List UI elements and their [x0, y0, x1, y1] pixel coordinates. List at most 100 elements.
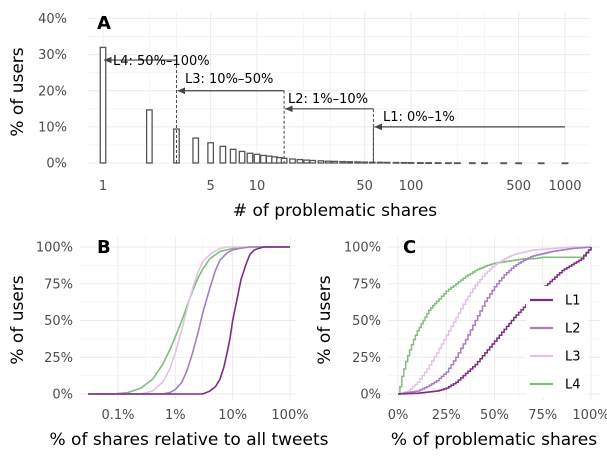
y-tick-label: 0%	[360, 388, 381, 403]
panel-b: 0% 25% 50% 75% 100% 0.1% 1% 10% 100% % of shares …	[8, 237, 329, 450]
y-tick-label: 10%	[38, 120, 67, 135]
y-tick-label: 0%	[46, 157, 67, 172]
series-line-l1	[398, 247, 592, 395]
panel-tag: B	[97, 237, 111, 258]
x-tick-label: 100	[399, 179, 424, 194]
bar	[289, 158, 296, 164]
y-axis-title: % of users	[315, 275, 335, 364]
bar	[468, 162, 476, 165]
x-tick-label: 25%	[432, 408, 461, 423]
legend-item-l4: L4	[530, 378, 581, 393]
legend-label: L4	[565, 378, 581, 393]
legend-background	[526, 286, 588, 398]
y-tick-label: 50%	[44, 314, 73, 329]
y-tick-label: 20%	[38, 84, 67, 99]
bar	[219, 145, 227, 164]
bar	[259, 154, 267, 164]
bar	[434, 162, 442, 165]
annotation	[285, 105, 374, 163]
legend-label: L2	[565, 322, 581, 337]
bar	[309, 159, 317, 164]
series-line-l3	[398, 246, 591, 395]
y-tick-label: 30%	[38, 48, 67, 63]
annotation-label: L4: 50%–100%	[113, 54, 210, 69]
bar	[317, 160, 325, 164]
bar	[453, 162, 461, 165]
legend-item-l3: L3	[530, 350, 581, 365]
x-tick-label: 5	[207, 179, 215, 194]
x-tick-label: 1	[99, 179, 107, 194]
bar	[192, 137, 200, 164]
bar	[481, 162, 488, 165]
x-axis-title: % of problematic shares	[391, 430, 597, 450]
y-tick-label: 100%	[36, 241, 73, 256]
y-axis-title: % of users	[8, 275, 28, 364]
x-tick-label: 100%	[271, 408, 308, 423]
bar	[368, 161, 376, 164]
panel-a: L4: 50%–100% L3: 10%–50% L2: 1%–10% L1: 0%–…	[8, 12, 590, 221]
bar	[238, 150, 246, 164]
panel-c: L1 L2 L3 L4 0% 25% 50% 75% 100% 0% 25% 50% 75% 100% % …	[315, 237, 607, 450]
x-tick-label: 500	[506, 179, 531, 194]
x-axis-title: # of problematic shares	[233, 201, 437, 221]
y-tick-label: 25%	[352, 351, 381, 366]
x-tick-label: 50	[356, 179, 373, 194]
legend-label: L3	[565, 350, 581, 365]
y-tick-label: 0%	[52, 388, 73, 403]
y-tick-label: 75%	[44, 277, 73, 292]
legend-item-l1: L1	[530, 294, 581, 309]
bar	[99, 46, 107, 164]
series-line-l3	[88, 246, 290, 395]
bar	[207, 142, 215, 164]
bar	[407, 161, 415, 164]
legend-item-l2: L2	[530, 322, 581, 337]
bar	[376, 161, 384, 164]
y-tick-label: 50%	[352, 314, 381, 329]
bar	[416, 162, 424, 164]
bar	[339, 160, 347, 164]
series-line-l4	[398, 247, 592, 395]
bar	[265, 155, 273, 164]
bar	[346, 161, 354, 164]
annotation-label: L2: 1%–10%	[288, 92, 368, 107]
bar	[303, 159, 311, 164]
y-tick-label: 100%	[344, 241, 381, 256]
annotation	[104, 56, 177, 163]
series-line-l4	[88, 246, 290, 395]
bar	[246, 152, 254, 164]
x-tick-label: 1000	[548, 179, 581, 194]
x-tick-label: 50%	[480, 408, 509, 423]
bar	[392, 161, 400, 164]
bar	[145, 109, 153, 164]
bar	[537, 162, 545, 165]
bar	[296, 158, 304, 164]
y-tick-label: 75%	[352, 277, 381, 292]
annotation-label: L3: 10%–50%	[185, 72, 273, 87]
bar	[500, 162, 508, 165]
bar	[445, 162, 452, 165]
y-tick-label: 25%	[44, 351, 73, 366]
bar	[425, 162, 432, 165]
y-tick-label: 40%	[38, 12, 67, 27]
bar	[361, 161, 369, 164]
annotation	[372, 123, 565, 163]
bar	[229, 148, 237, 164]
annotation	[177, 87, 285, 163]
bar	[331, 160, 339, 164]
bar	[324, 160, 332, 164]
bar	[354, 161, 361, 164]
series-line-l2	[88, 246, 290, 395]
bar	[253, 153, 261, 164]
bar	[383, 161, 391, 164]
x-tick-label: 0.1%	[101, 408, 134, 423]
x-axis-title: % of shares relative to all tweets	[49, 430, 328, 450]
y-axis-title: % of users	[8, 47, 28, 136]
annotation-label: L1: 0%–1%	[383, 110, 455, 125]
x-tick-label: 100%	[572, 408, 607, 423]
legend: L1 L2 L3 L4	[526, 286, 588, 398]
bar	[515, 162, 523, 165]
x-tick-label: 10	[249, 179, 266, 194]
x-tick-label: 1%	[165, 408, 186, 423]
bar	[400, 161, 408, 164]
panel-tag: A	[97, 13, 111, 34]
